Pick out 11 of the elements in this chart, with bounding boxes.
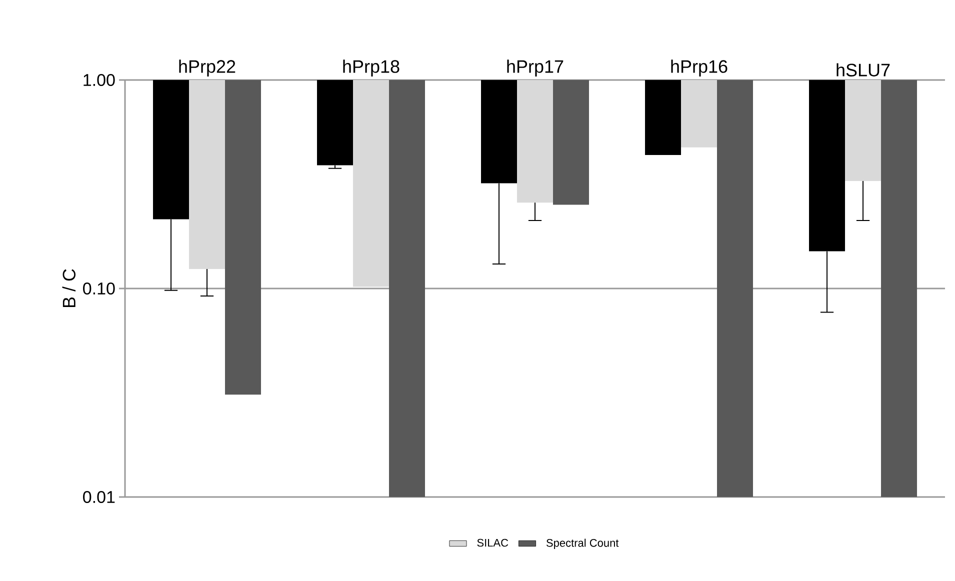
y-tick-label: 0.10 <box>83 282 115 295</box>
x-tick-label: hPrp17 <box>507 60 564 76</box>
x-tick-label: hPrp16 <box>671 60 728 76</box>
legend-label: SILAC <box>477 538 508 547</box>
x-tick-label: hSLU7 <box>836 63 890 76</box>
y-tick-label: 1.00 <box>84 74 115 86</box>
y-axis-title: B / C <box>62 269 76 308</box>
x-tick-label: hPrp18 <box>343 60 400 76</box>
x-tick-label: hPrp22 <box>179 60 236 76</box>
legend-label: Spectral Count <box>546 538 619 549</box>
y-tick-label: 0.01 <box>83 490 115 504</box>
